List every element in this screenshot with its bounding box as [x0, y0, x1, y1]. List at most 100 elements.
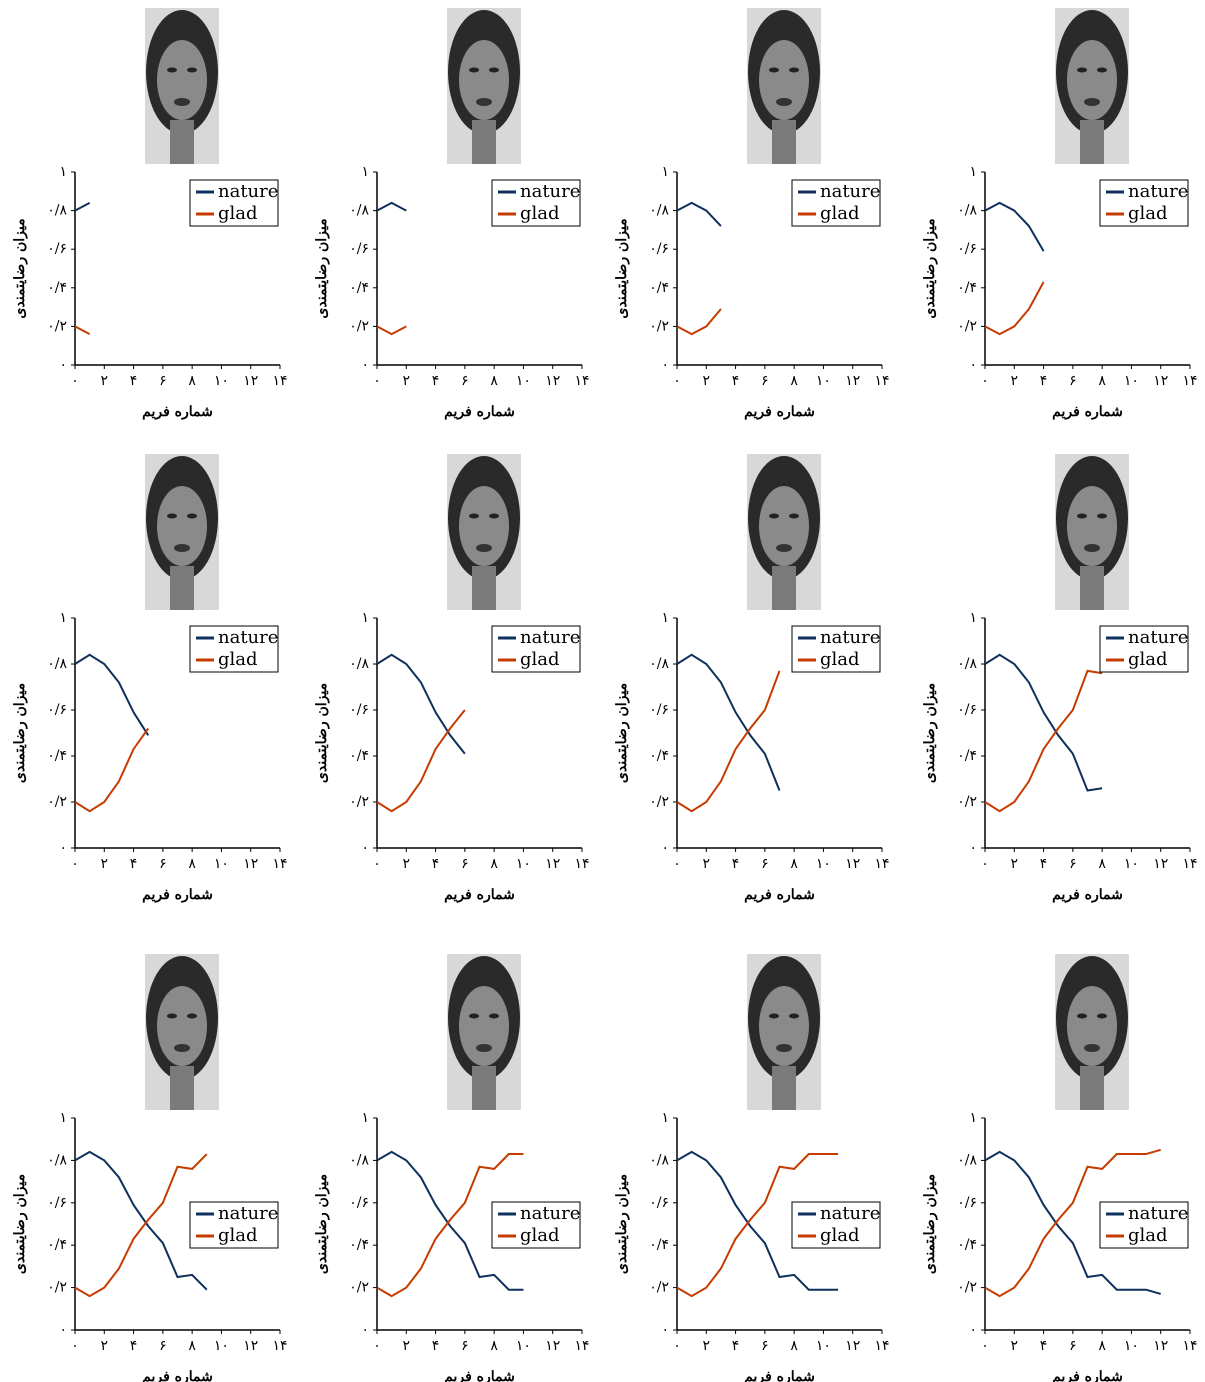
y-tick-label: ۰/۸ [349, 203, 369, 219]
eye [167, 513, 177, 519]
x-tick-label: ۶ [461, 856, 469, 872]
y-tick-label: ۰/۲ [47, 794, 67, 810]
mouth [776, 544, 792, 552]
legend-label: glad [218, 203, 258, 224]
neck [1080, 1066, 1104, 1110]
y-axis-label: میزان رضایتمندی [614, 683, 630, 783]
x-tick-label: ۴ [130, 1338, 138, 1354]
x-tick-label: ۰ [71, 1338, 79, 1354]
y-tick-label: ۰ [661, 1322, 669, 1338]
legend-box [189, 1201, 279, 1249]
x-axis-label: شماره فریم [744, 404, 815, 420]
x-tick-label: ۶ [159, 856, 167, 872]
eye [1097, 1013, 1107, 1019]
mouth [776, 98, 792, 106]
x-tick-label: ۱۰ [214, 373, 229, 389]
x-axis-label: شماره فریم [142, 887, 213, 903]
face-photo [747, 8, 821, 164]
x-tick-label: ۱۴ [574, 1338, 589, 1354]
y-tick-label: ۰/۴ [349, 280, 369, 296]
y-tick-label: ۰/۴ [349, 748, 369, 764]
y-tick-label: ۱ [361, 164, 369, 180]
y-tick-label: ۰/۴ [649, 280, 669, 296]
face-photo [145, 8, 219, 164]
data-line [984, 1148, 1161, 1298]
y-tick-label: ۰/۸ [957, 203, 977, 219]
x-tick-label: ۶ [461, 1338, 469, 1354]
x-tick-label: ۱۲ [243, 1338, 258, 1354]
legend-box [491, 1201, 581, 1249]
mouth [776, 1044, 792, 1052]
x-tick-label: ۲ [403, 1338, 411, 1354]
y-tick-label: ۱ [361, 610, 369, 626]
y-tick-label: ۰/۲ [957, 318, 977, 334]
y-tick-label: ۰/۴ [957, 748, 977, 764]
legend-label: nature [520, 1203, 580, 1224]
legend-label: nature [218, 627, 278, 648]
y-tick-label: ۱ [969, 610, 977, 626]
x-tick-label: ۲ [1011, 1338, 1019, 1354]
legend-box [1099, 179, 1189, 227]
y-tick-label: ۰/۶ [649, 702, 669, 718]
neck [772, 566, 796, 610]
x-tick-label: ۴ [432, 1338, 440, 1354]
face [1067, 40, 1117, 120]
face [157, 486, 207, 566]
x-tick-label: ۱۴ [1182, 373, 1197, 389]
x-tick-label: ۸ [188, 1338, 196, 1354]
x-axis-label: شماره فریم [444, 887, 515, 903]
y-tick-label: ۰ [59, 1322, 67, 1338]
eye [489, 67, 499, 73]
legend-label: glad [1128, 1225, 1168, 1246]
x-tick-label: ۱۰ [816, 856, 831, 872]
face-photo [747, 954, 821, 1110]
x-tick-label: ۶ [761, 1338, 769, 1354]
y-tick-label: ۰/۶ [349, 241, 369, 257]
x-tick-label: ۶ [461, 373, 469, 389]
face [1067, 986, 1117, 1066]
mouth [476, 1044, 492, 1052]
y-tick-label: ۰ [969, 1322, 977, 1338]
y-tick-label: ۰ [661, 840, 669, 856]
x-tick-label: ۸ [790, 373, 798, 389]
face [759, 40, 809, 120]
y-tick-label: ۰/۲ [349, 1280, 369, 1296]
x-tick-label: ۶ [159, 373, 167, 389]
x-tick-label: ۸ [1098, 1338, 1106, 1354]
y-tick-label: ۰/۲ [349, 794, 369, 810]
x-tick-label: ۱۰ [1124, 373, 1139, 389]
mouth [174, 98, 190, 106]
y-tick-label: ۱ [661, 164, 669, 180]
mouth [476, 544, 492, 552]
eye [769, 67, 779, 73]
y-tick-label: ۰ [361, 357, 369, 373]
data-line [984, 201, 1045, 252]
face [459, 40, 509, 120]
data-line [74, 201, 91, 212]
data-line [676, 308, 722, 336]
y-axis-label: میزان رضایتمندی [12, 1174, 28, 1274]
data-line [376, 653, 466, 755]
x-tick-label: ۴ [432, 856, 440, 872]
data-line [676, 201, 722, 227]
legend-label: nature [1128, 1203, 1188, 1224]
y-tick-label: ۰/۶ [957, 241, 977, 257]
x-tick-label: ۸ [188, 373, 196, 389]
x-axis-label: شماره فریم [1052, 404, 1123, 420]
y-tick-label: ۱ [969, 164, 977, 180]
x-tick-label: ۲ [703, 1338, 711, 1354]
x-tick-label: ۰ [673, 856, 681, 872]
face [459, 986, 509, 1066]
x-tick-label: ۴ [130, 373, 138, 389]
y-tick-label: ۰/۲ [957, 1280, 977, 1296]
data-line [676, 670, 781, 813]
x-tick-label: ۴ [1040, 856, 1048, 872]
x-tick-label: ۰ [981, 373, 989, 389]
face-photo [1055, 454, 1129, 610]
x-tick-label: ۸ [1098, 373, 1106, 389]
x-tick-label: ۱۰ [516, 1338, 531, 1354]
x-tick-label: ۱۴ [272, 1338, 287, 1354]
y-tick-label: ۰/۸ [649, 203, 669, 219]
y-tick-label: ۰/۶ [349, 1195, 369, 1211]
data-line [984, 1150, 1161, 1295]
